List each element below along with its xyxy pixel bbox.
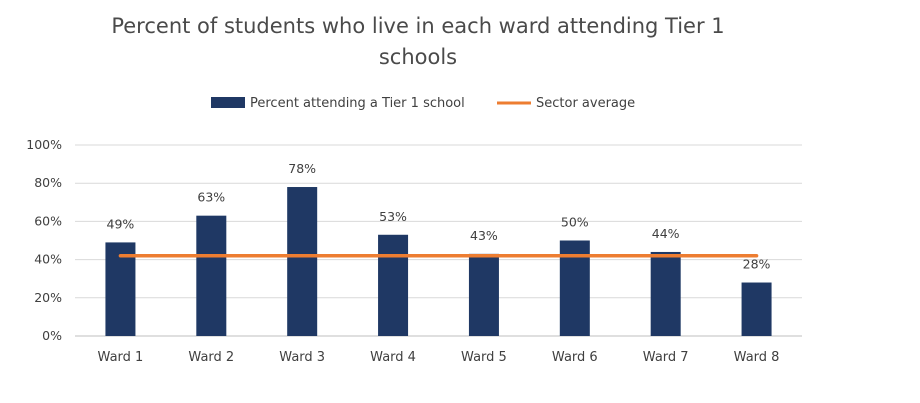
y-tick-label: 20% [34,290,62,305]
x-category-label: Ward 8 [734,350,780,365]
bar [468,253,499,336]
x-axis-categories: Ward 1 Ward 2 Ward 3 Ward 4 Ward 5 Ward 6 Ward… [98,350,780,365]
bar [378,234,409,336]
bar [196,215,227,336]
bar [650,251,681,336]
data-label: 63% [197,190,225,205]
data-label: 43% [470,228,498,243]
x-category-label: Ward 1 [98,350,144,365]
x-category-label: Ward 6 [552,350,598,365]
x-category-label: Ward 5 [461,350,507,365]
data-label: 50% [561,215,589,230]
x-category-label: Ward 7 [643,350,689,365]
legend-label-bars: Percent attending a Tier 1 school [250,96,465,111]
data-label: 78% [288,161,316,176]
gridlines [75,144,802,337]
y-tick-label: 80% [34,175,62,190]
x-category-label: Ward 4 [370,350,416,365]
x-category-label: Ward 3 [279,350,325,365]
legend-swatch-bars [211,97,245,108]
y-tick-label: 60% [34,213,62,228]
bar [741,282,772,336]
data-label: 28% [743,257,771,272]
bar-series [105,187,772,336]
data-label: 53% [379,209,407,224]
x-category-label: Ward 2 [188,350,234,365]
y-axis-ticks: 0% 20% 40% 60% 80% 100% [26,137,62,343]
y-tick-label: 40% [34,252,62,267]
legend-label-average: Sector average [536,96,635,111]
data-label: 44% [652,226,680,241]
chart-title-line-2: schools [379,45,457,69]
y-tick-label: 100% [26,137,62,152]
bar [105,242,136,336]
chart-title-line-1: Percent of students who live in each war… [111,14,724,38]
data-labels: 49% 63% 78% 53% 43% 50% 44% 28% [107,161,771,271]
data-label: 49% [107,216,135,231]
y-tick-label: 0% [42,328,62,343]
bar [287,187,318,336]
